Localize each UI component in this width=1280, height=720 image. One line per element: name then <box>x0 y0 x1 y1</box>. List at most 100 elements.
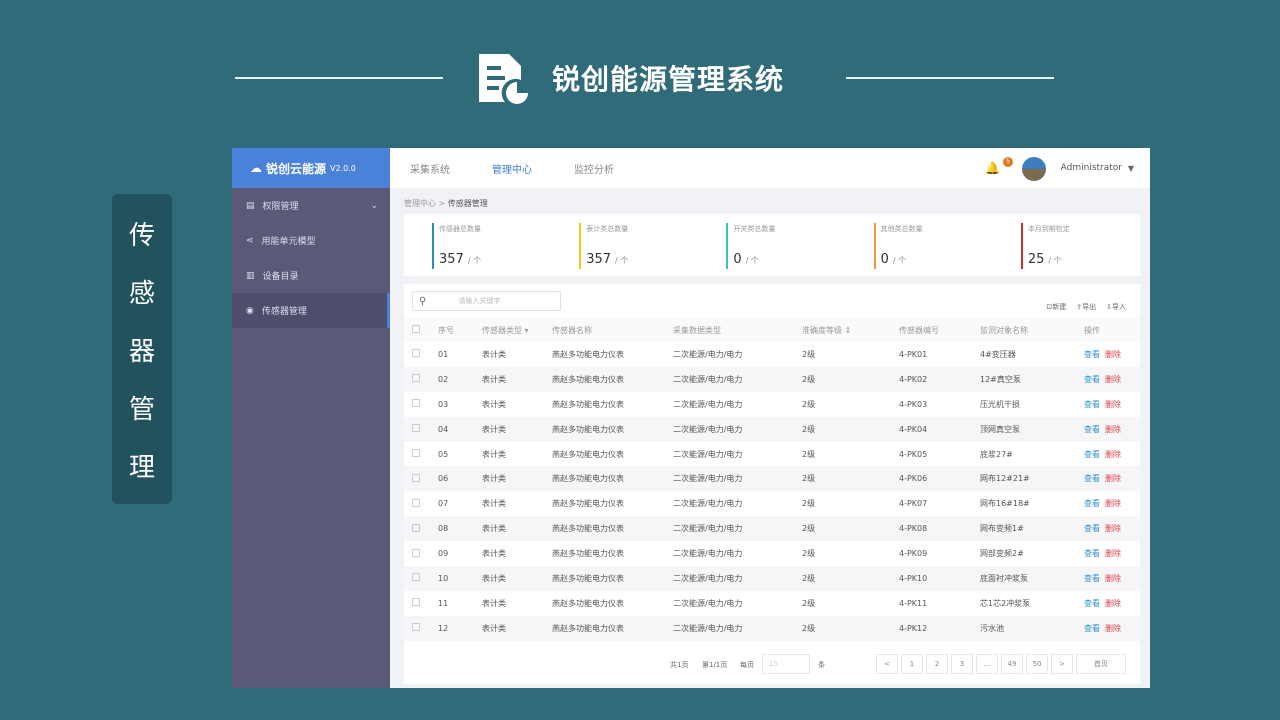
search-input[interactable]: ⚲ 请输入关键字 <box>412 291 561 311</box>
delete-link[interactable]: 删除 <box>1105 623 1121 633</box>
view-link[interactable]: 查看 <box>1084 499 1100 509</box>
pager-first-button[interactable]: 首页 <box>1076 654 1126 674</box>
delete-link[interactable]: 删除 <box>1105 598 1121 608</box>
user-name[interactable]: Administrator <box>1060 163 1122 173</box>
row-checkbox[interactable] <box>404 491 438 516</box>
delete-link[interactable]: 删除 <box>1105 374 1121 384</box>
table-row: 02 表计类 燕赵多功能电力仪表 二次能源/电力/电力 2级 4-PK02 12#真空泵 查看… <box>404 366 1140 392</box>
delete-link[interactable]: 删除 <box>1105 424 1121 434</box>
column-header[interactable]: 传感器类型 ▾ <box>482 318 552 342</box>
sidebar-item-sensor-management[interactable]: ◉ 传感器管理 <box>232 293 390 328</box>
row-checkbox[interactable] <box>404 516 438 542</box>
view-link[interactable]: 查看 <box>1084 573 1100 583</box>
table-row: 09 表计类 燕赵多功能电力仪表 二次能源/电力/电力 2级 4-PK09 网部变频2# 查看… <box>404 541 1140 566</box>
row-checkbox[interactable] <box>404 392 438 417</box>
stats-panel: 传感器总数量 357/ 个表计类总数量 357/ 个开关类总数量 0/ 个其他类总数量… <box>404 214 1140 276</box>
breadcrumb-parent[interactable]: 管理中心 > <box>404 199 448 208</box>
table-cell: 4-PK08 <box>899 516 980 542</box>
column-header[interactable]: 准确度等级 ⇕ <box>802 318 899 342</box>
row-checkbox[interactable] <box>404 541 438 566</box>
sidebar-item-device-catalog[interactable]: ▥ 设备目录 <box>232 258 390 293</box>
table-cell: 燕赵多功能电力仪表 <box>552 598 624 608</box>
row-checkbox[interactable] <box>404 366 438 392</box>
table-cell: 二次能源/电力/电力 <box>673 416 802 442</box>
delete-link[interactable]: 删除 <box>1105 449 1121 459</box>
export-button[interactable]: ⇪导出 <box>1076 303 1097 311</box>
delete-link[interactable]: 删除 <box>1105 399 1121 409</box>
pager-page[interactable]: 50 <box>1026 654 1048 674</box>
view-link[interactable]: 查看 <box>1084 524 1100 534</box>
table-cell: 底面衬冲浆泵 <box>980 566 1084 591</box>
row-actions: 查看 删除 <box>1084 541 1140 566</box>
delete-link[interactable]: 删除 <box>1105 524 1121 534</box>
sidebar-item-permissions[interactable]: ▤ 权限管理 ⌄ <box>232 188 390 223</box>
view-link[interactable]: 查看 <box>1084 549 1100 559</box>
pager-page[interactable]: 1 <box>901 654 923 674</box>
per-page-select[interactable]: 15 <box>762 654 810 674</box>
pager-prev[interactable]: < <box>876 654 898 674</box>
row-checkbox[interactable] <box>404 342 438 367</box>
sort-icon[interactable]: ⇕ <box>844 325 852 335</box>
delete-link[interactable]: 删除 <box>1105 549 1121 559</box>
bell-icon[interactable]: 🔔 <box>985 161 1000 175</box>
pager-page[interactable]: 2 <box>926 654 948 674</box>
tab-monitoring[interactable]: 监控分析 <box>574 164 614 176</box>
tab-management[interactable]: 管理中心 <box>492 164 532 176</box>
stat-unit: / 个 <box>1048 256 1062 265</box>
table-row: 11 表计类 燕赵多功能电力仪表 二次能源/电力/电力 2级 4-PK11 芯1芯2冲浆泵 查… <box>404 591 1140 616</box>
chevron-down-icon: ⌄ <box>370 200 378 211</box>
view-link[interactable]: 查看 <box>1084 623 1100 633</box>
filter-icon[interactable]: ▾ <box>524 325 529 335</box>
view-link[interactable]: 查看 <box>1084 374 1100 384</box>
stat-label: 其他类总数量 <box>880 225 923 233</box>
stat-value: 25 <box>1027 252 1045 267</box>
table-cell: 表计类 <box>482 466 552 492</box>
table-cell: 表计类 <box>482 366 552 392</box>
tab-collection[interactable]: 采集系统 <box>410 164 450 176</box>
row-checkbox[interactable] <box>404 466 438 492</box>
import-button[interactable]: ⇩导入 <box>1106 303 1126 311</box>
sidebar-item-energy-model[interactable]: ⋖ 用能单元模型 <box>232 223 390 258</box>
delete-link[interactable]: 删除 <box>1105 349 1121 359</box>
row-actions: 查看 删除 <box>1084 516 1140 542</box>
table-cell: 二次能源/电力/电力 <box>673 566 802 591</box>
table-cell: 表计类 <box>482 349 506 359</box>
avatar[interactable] <box>1022 157 1046 181</box>
table-cell: 顶网真空泵 <box>980 416 1084 442</box>
row-checkbox[interactable] <box>404 566 438 591</box>
side-label-char: 感 <box>128 278 155 309</box>
column-header-label: 采集数据类型 <box>673 325 721 335</box>
new-button[interactable]: ⊡新建 <box>1046 303 1067 311</box>
pager-per-page-label: 每页 <box>740 661 754 669</box>
table-cell: 燕赵多功能电力仪表 <box>552 499 624 509</box>
delete-link[interactable]: 删除 <box>1105 474 1121 484</box>
row-checkbox[interactable] <box>404 591 438 616</box>
table-cell: 表计类 <box>482 566 552 591</box>
stat-unit: / 个 <box>892 256 907 265</box>
pager-page[interactable]: 49 <box>1001 654 1023 674</box>
table-cell: 二次能源/电力/电力 <box>673 366 802 392</box>
stat-accent-bar <box>1020 223 1023 269</box>
table-cell: 网部变频2# <box>980 549 1024 559</box>
pager-page[interactable]: 3 <box>951 654 973 674</box>
delete-link[interactable]: 删除 <box>1105 499 1121 509</box>
stat-unit: / 个 <box>467 256 482 265</box>
row-checkbox[interactable] <box>404 416 438 442</box>
caret-down-icon[interactable]: ▼ <box>1127 164 1134 173</box>
view-link[interactable]: 查看 <box>1084 449 1100 459</box>
pager-next[interactable]: > <box>1051 654 1073 674</box>
view-link[interactable]: 查看 <box>1084 474 1100 484</box>
table-cell: 2级 <box>802 416 899 442</box>
view-link[interactable]: 查看 <box>1084 349 1100 359</box>
pager-page[interactable]: ... <box>976 654 998 674</box>
table-header: 序号 传感器类型 ▾ 传感器名称 采集数据类型 准确度等级 ⇕ 传感器编号 监测对象名称 操作 <box>404 318 1140 342</box>
pager-current: 第1/1页 <box>702 661 728 669</box>
row-checkbox[interactable] <box>404 442 438 467</box>
view-link[interactable]: 查看 <box>1084 598 1100 608</box>
sensor-table: 序号 传感器类型 ▾ 传感器名称 采集数据类型 准确度等级 ⇕ 传感器编号 监测对象名称 操作… <box>404 318 1140 641</box>
delete-link[interactable]: 删除 <box>1105 573 1121 583</box>
row-checkbox[interactable] <box>404 615 438 641</box>
view-link[interactable]: 查看 <box>1084 399 1100 409</box>
select-all-checkbox[interactable] <box>404 318 438 342</box>
view-link[interactable]: 查看 <box>1084 424 1100 434</box>
